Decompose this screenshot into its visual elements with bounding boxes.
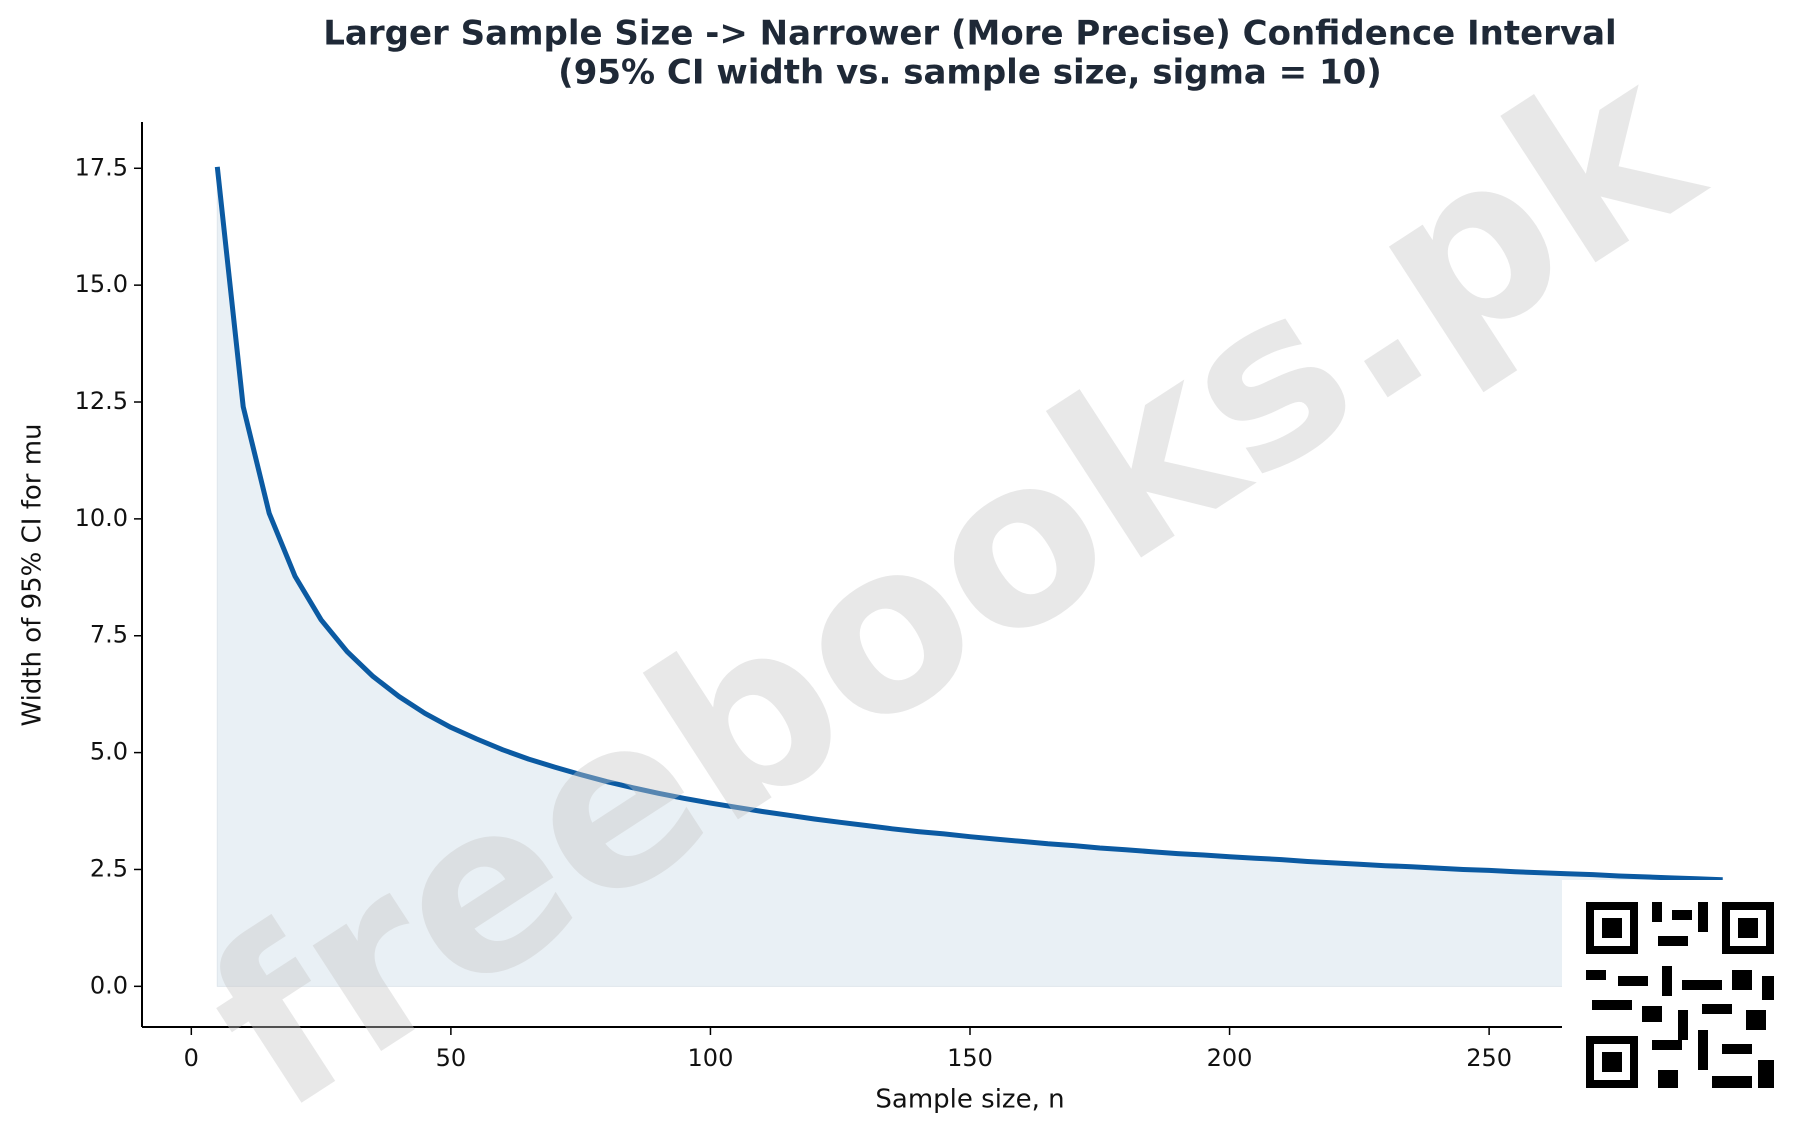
y-tick-label: 7.5 xyxy=(90,621,128,649)
y-tick-label: 10.0 xyxy=(75,504,128,532)
x-tick-label: 50 xyxy=(436,1044,467,1072)
y-tick-label: 17.5 xyxy=(75,153,128,181)
x-tick-label: 200 xyxy=(1207,1044,1253,1072)
x-tick-label: 250 xyxy=(1466,1044,1512,1072)
y-tick-label: 15.0 xyxy=(75,270,128,298)
chart-subtitle: (95% CI width vs. sample size, sigma = 1… xyxy=(558,53,1382,93)
plot-area: 0.0 2.5 5.0 7.5 10.0 12.5 15.0 17.5 0 50 100 150 200… xyxy=(75,122,1798,1072)
x-tick-label: 150 xyxy=(947,1044,993,1072)
line xyxy=(214,166,1723,883)
y-tick-label: 12.5 xyxy=(75,387,128,415)
x-axis-label: Sample size, n xyxy=(875,1085,1064,1115)
x-tick-label: 0 xyxy=(184,1044,199,1072)
chart-title: Larger Sample Size -> Narrower (More Pre… xyxy=(323,14,1616,54)
y-tick-label: 0.0 xyxy=(90,971,128,999)
y-axis-label: Width of 95% CI for mu xyxy=(18,423,48,726)
x-tick-label: 100 xyxy=(688,1044,734,1072)
qr-code xyxy=(1562,880,1798,1100)
y-tick-label: 2.5 xyxy=(90,854,128,882)
y-tick-label: 5.0 xyxy=(90,738,128,766)
